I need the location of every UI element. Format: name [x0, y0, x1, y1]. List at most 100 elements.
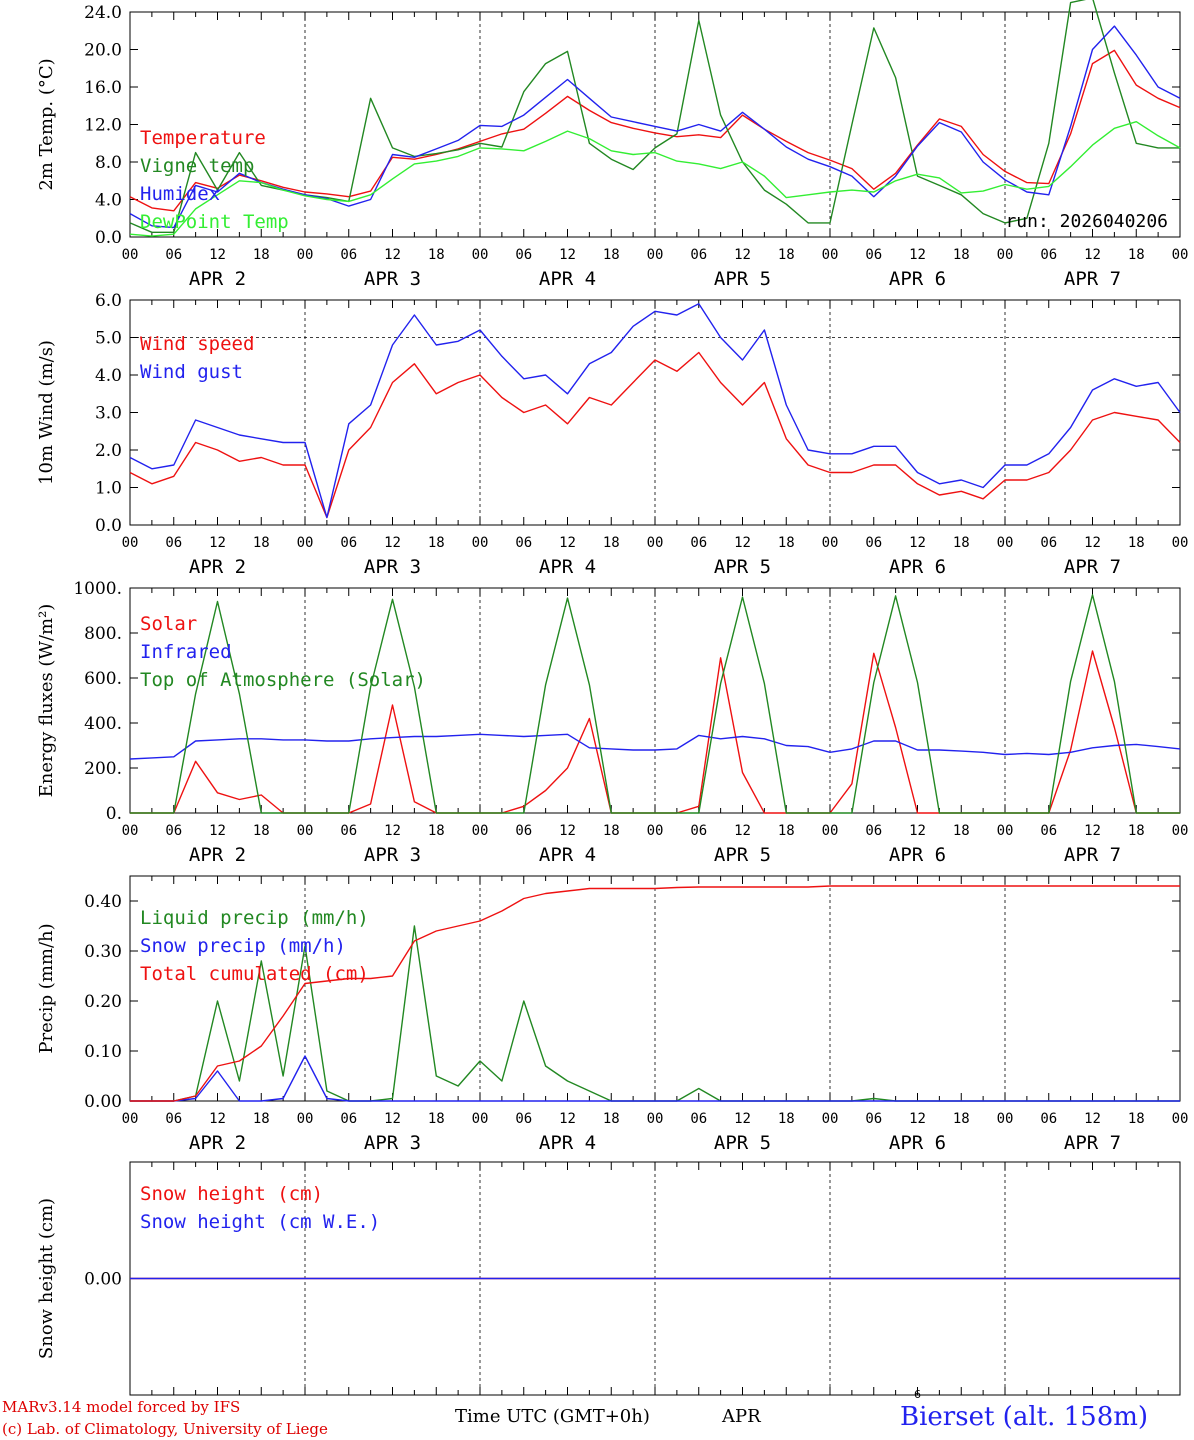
hour-label: 06	[865, 823, 882, 839]
hour-label: 06	[865, 1111, 882, 1127]
y-tick-label: 0.10	[84, 1042, 122, 1062]
hour-label: 00	[122, 535, 139, 551]
hour-label: 12	[559, 823, 576, 839]
plot-frame	[129, 587, 1181, 814]
hour-label: 06	[1040, 1111, 1057, 1127]
hour-label: 12	[559, 535, 576, 551]
legend-entry: Total cumulated (cm)	[140, 963, 369, 985]
hour-label: 18	[603, 1111, 620, 1127]
y-tick-label: 16.0	[84, 78, 122, 98]
y-tick-label: 20.0	[84, 41, 122, 61]
hour-label: 18	[953, 535, 970, 551]
y-tick-label: 0.0	[95, 228, 122, 248]
hour-label: 06	[165, 1111, 182, 1127]
hour-label: 18	[428, 1111, 445, 1127]
hour-label: 00	[297, 1111, 314, 1127]
series-line	[130, 594, 1180, 814]
legend-entry: Solar	[140, 613, 197, 635]
hour-label: 18	[603, 823, 620, 839]
hour-label: 06	[1040, 247, 1057, 263]
hour-label: 12	[209, 247, 226, 263]
hour-label: 06	[690, 247, 707, 263]
day-label: APR 6	[889, 1132, 946, 1154]
hour-label: 12	[1084, 247, 1101, 263]
hour-label: 00	[122, 247, 139, 263]
hour-label: 00	[472, 1111, 489, 1127]
series-line	[129, 733, 1181, 760]
legend-entry: Wind gust	[140, 361, 243, 383]
y-tick-label: 400.	[84, 714, 122, 734]
legend-entry: DewPoint Temp	[140, 211, 289, 233]
hour-label: 00	[1172, 823, 1189, 839]
hour-label: 00	[822, 823, 839, 839]
hour-label: 06	[515, 247, 532, 263]
day-label: APR 4	[539, 844, 596, 866]
y-axis-title: Energy fluxes (W/m²)	[36, 604, 57, 798]
hour-label: 18	[603, 535, 620, 551]
hour-label: 18	[603, 247, 620, 263]
hour-label: 12	[909, 535, 926, 551]
hour-label: 12	[209, 1111, 226, 1127]
hour-label: 12	[209, 823, 226, 839]
hour-label: 00	[297, 823, 314, 839]
hour-label: 06	[1040, 535, 1057, 551]
hour-label: 00	[997, 535, 1014, 551]
y-tick-label: 200.	[84, 759, 122, 779]
hour-label: 12	[384, 535, 401, 551]
day-label: APR 7	[1064, 844, 1121, 866]
hour-label: 00	[1172, 535, 1189, 551]
hour-label: 00	[472, 247, 489, 263]
legend-entry: Snow precip (mm/h)	[140, 935, 346, 957]
hour-label: 06	[340, 823, 357, 839]
month-label: APR	[722, 1406, 761, 1427]
hour-label: 12	[734, 247, 751, 263]
lab-credit-line: (c) Lab. of Climatology, University of L…	[2, 1420, 328, 1438]
hour-label: 12	[909, 823, 926, 839]
hour-label: 18	[778, 823, 795, 839]
y-tick-label: 0.0	[95, 516, 122, 536]
hour-label: 06	[515, 535, 532, 551]
legend-entry: Top of Atmosphere (Solar)	[140, 669, 426, 691]
hour-label: 12	[1084, 823, 1101, 839]
series-line	[129, 303, 1181, 519]
y-axis-title: 2m Temp. (°C)	[36, 58, 57, 190]
hour-label: 00	[822, 1111, 839, 1127]
hour-label: 06	[340, 535, 357, 551]
y-tick-label: 0.00	[84, 1092, 122, 1112]
y-axis-title: Precip (mm/h)	[36, 923, 57, 1053]
run-annotation: run: 2026040206	[1005, 211, 1168, 232]
hour-label: 12	[384, 823, 401, 839]
hour-label: 00	[1172, 1111, 1189, 1127]
y-tick-label: 4.0	[95, 191, 122, 211]
day-label: APR 7	[1064, 556, 1121, 578]
day-label: APR 5	[714, 844, 771, 866]
y-tick-label: 12.0	[84, 116, 122, 136]
day-label: APR 5	[714, 1132, 771, 1154]
hour-label: 00	[997, 823, 1014, 839]
plot-frame	[129, 299, 1181, 526]
day-label: APR 4	[539, 1132, 596, 1154]
y-tick-label: 2.0	[95, 441, 122, 461]
hour-label: 00	[122, 1111, 139, 1127]
hour-label: 12	[384, 247, 401, 263]
station-label: Bierset (alt. 158m)	[900, 1402, 1149, 1432]
hour-label: 06	[515, 823, 532, 839]
day-label: APR 3	[364, 556, 421, 578]
hour-label: 06	[690, 823, 707, 839]
hour-label: 12	[559, 1111, 576, 1127]
hour-label: 18	[778, 535, 795, 551]
series-line	[130, 885, 1180, 1102]
y-tick-label: 600.	[84, 669, 122, 689]
hour-label: 18	[428, 535, 445, 551]
legend-entry: Infrared	[140, 641, 232, 663]
y-tick-label: 4.0	[95, 366, 122, 386]
hour-label: 12	[384, 1111, 401, 1127]
day-label: APR 5	[714, 556, 771, 578]
hour-label: 00	[647, 823, 664, 839]
hour-label: 00	[1172, 247, 1189, 263]
hour-label: 06	[340, 1111, 357, 1127]
hour-label: 06	[865, 247, 882, 263]
hour-label: 06	[165, 247, 182, 263]
hour-label: 18	[1128, 823, 1145, 839]
